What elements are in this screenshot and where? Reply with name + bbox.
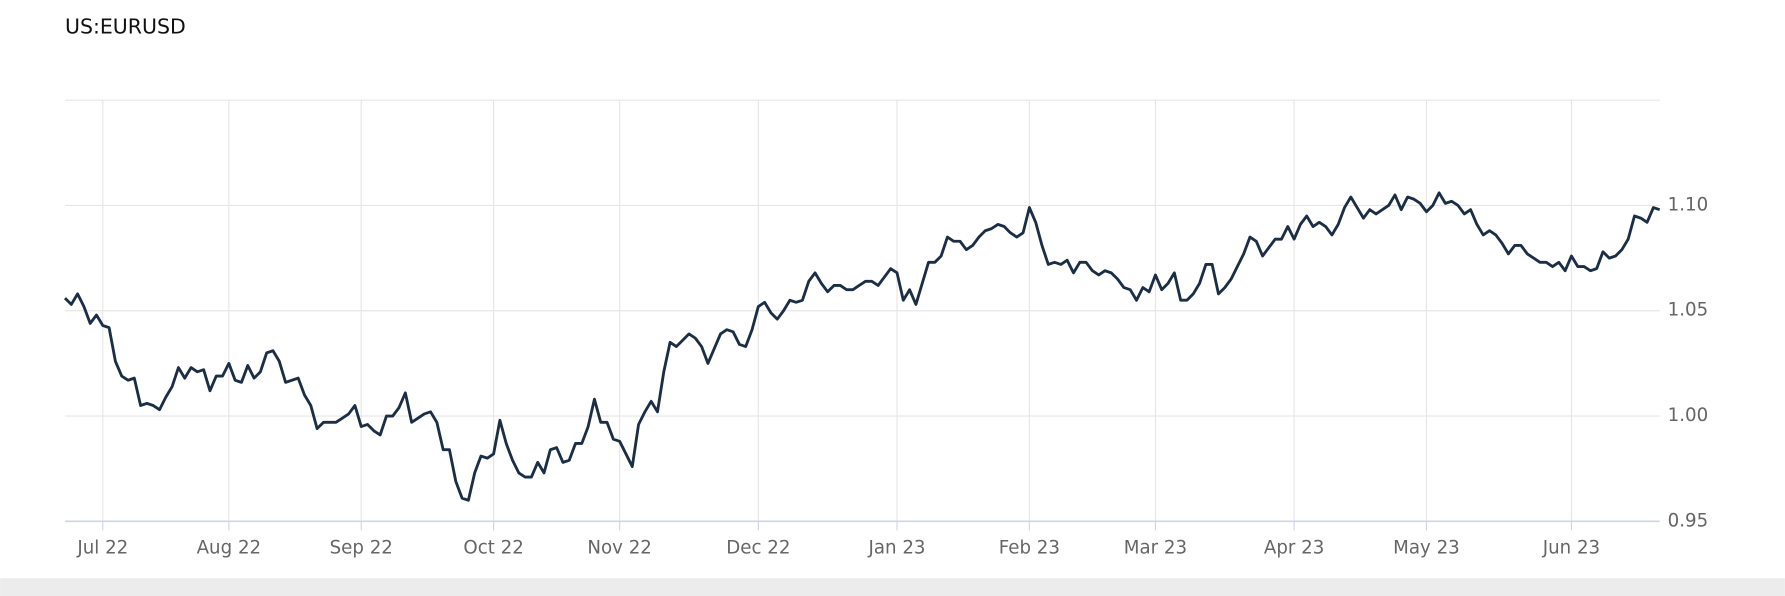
x-tick-label: Jul 22 <box>76 538 128 559</box>
chart-title: US:EURUSD <box>65 14 186 38</box>
x-tick-label: Nov 22 <box>587 538 651 559</box>
x-tick-label: Oct 22 <box>463 538 523 559</box>
x-tick-label: May 23 <box>1393 538 1460 559</box>
x-tick-label: Dec 22 <box>726 538 790 559</box>
bottom-bar <box>0 578 1785 596</box>
x-tick-label: Feb 23 <box>999 538 1060 559</box>
x-tick-label: Sep 22 <box>330 538 393 559</box>
x-tick-label: Aug 22 <box>197 538 262 559</box>
y-tick-label: 1.10 <box>1668 194 1709 215</box>
x-tick-label: Jan 23 <box>867 538 925 559</box>
y-tick-label: 0.95 <box>1668 510 1709 531</box>
x-tick-label: Jun 23 <box>1542 538 1600 559</box>
y-tick-label: 1.05 <box>1668 300 1709 321</box>
x-tick-label: Apr 23 <box>1264 538 1324 559</box>
price-line <box>63 191 1661 502</box>
x-tick-label: Mar 23 <box>1124 538 1187 559</box>
y-tick-label: 1.00 <box>1668 405 1709 426</box>
